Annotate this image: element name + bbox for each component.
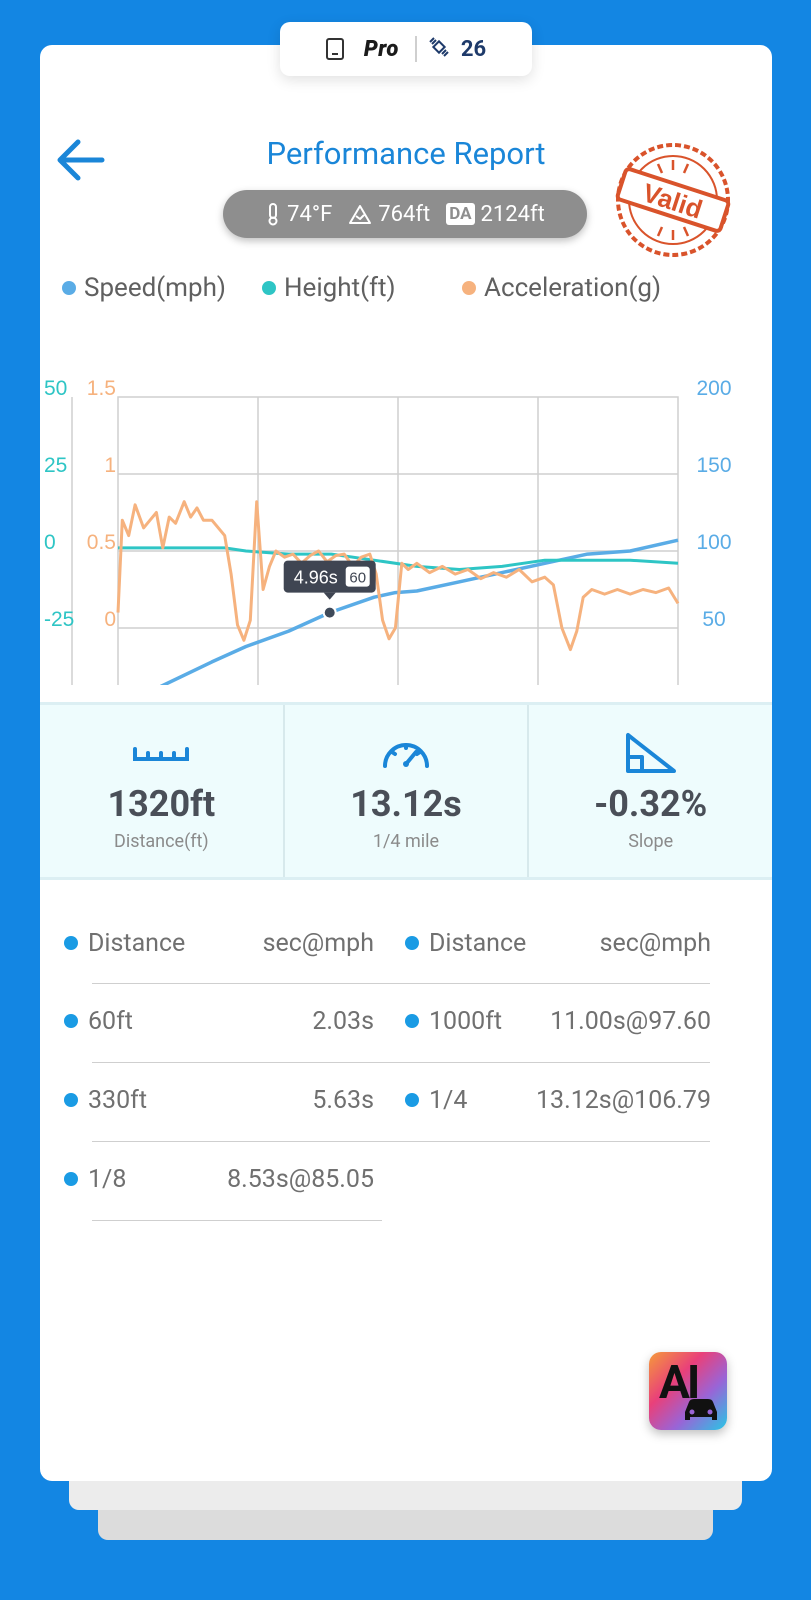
summary-stats: 1320ft Distance(ft) 13.12s 1/4 mile -0.3… (40, 702, 772, 880)
splits-header-right: Distance sec@mph (405, 923, 711, 963)
back-button[interactable] (54, 137, 106, 187)
performance-chart[interactable]: 50250-25-501.510.50-0.52001501005004.96s… (40, 325, 772, 685)
thermometer-icon (268, 203, 278, 226)
bullet (64, 1172, 78, 1186)
bullet (405, 1014, 419, 1028)
header-result: sec@mph (599, 928, 711, 958)
temperature-value: 74°F (287, 201, 333, 227)
temperature-item: 74°F (265, 202, 332, 227)
tick-label-speed: 50 (702, 608, 725, 631)
tooltip-time: 4.96s (294, 568, 338, 588)
quarter-mile-value: 13.12s (350, 783, 462, 825)
tick-label-speed: 100 (696, 531, 731, 554)
slope-value: -0.32% (594, 783, 708, 825)
bullet (405, 936, 419, 950)
stat-distance: 1320ft Distance(ft) (40, 705, 285, 877)
stat-slope: -0.32% Slope (529, 705, 772, 877)
tick-label-height: 0 (44, 531, 56, 554)
split-row-quarter: 1/4 13.12s@106.79 (405, 1080, 711, 1120)
split-distance: 1/4 (429, 1085, 468, 1115)
distance-label: Distance(ft) (114, 831, 209, 852)
split-distance: 1000ft (429, 1006, 503, 1036)
quarter-mile-label: 1/4 mile (372, 831, 440, 852)
legend-item-acceleration[interactable]: Acceleration(g) (462, 273, 661, 303)
car-icon (685, 1399, 717, 1420)
split-result: 13.12s@106.79 (536, 1085, 711, 1115)
legend-speed-dot (62, 281, 76, 295)
legend-acceleration-dot (462, 281, 476, 295)
valid-stamp: Valid (615, 143, 731, 257)
stat-quarter-mile: 13.12s 1/4 mile (285, 705, 530, 877)
ruler-icon (132, 725, 190, 781)
split-row-60ft: 60ft 2.03s (64, 1001, 374, 1041)
satellite-icon (427, 35, 451, 64)
da-label: DA (446, 203, 475, 225)
conditions-bar: 74°F 764ft DA 2124ft (223, 190, 587, 238)
altitude-value: 764ft (378, 201, 431, 227)
tick-label-acceleration: 1 (104, 454, 116, 477)
tooltip-point (322, 605, 337, 620)
split-result: 5.63s (312, 1085, 374, 1115)
split-distance: 1/8 (88, 1164, 127, 1194)
density-altitude-item: DA 2124ft (446, 202, 545, 227)
tick-label-acceleration: 1.5 (87, 377, 116, 400)
slope-icon (624, 725, 678, 781)
pro-badge: Pro (363, 36, 399, 62)
header-result: sec@mph (262, 928, 374, 958)
altitude-item: 764ft (348, 202, 430, 227)
bullet (64, 1014, 78, 1028)
legend-acceleration-label: Acceleration(g) (484, 273, 662, 303)
tick-label-acceleration: 0 (104, 608, 116, 631)
tick-label-acceleration: 0.5 (87, 531, 116, 554)
split-distance: 330ft (88, 1085, 148, 1115)
series-line-speed (159, 538, 679, 685)
density-altitude-value: 2124ft (480, 201, 545, 227)
split-row-330ft: 330ft 5.63s (64, 1080, 374, 1120)
page-title: Performance Report (266, 135, 546, 172)
device-status-pill[interactable]: Pro 26 (280, 22, 532, 76)
split-row-1000ft: 1000ft 11.00s@97.60 (405, 1001, 711, 1041)
legend-item-height[interactable]: Height(ft) (262, 273, 462, 303)
tick-label-height: 50 (44, 377, 67, 400)
report-card: Performance Report 74°F 764ft DA 2124ft … (40, 45, 772, 1481)
series-line-height (118, 546, 679, 571)
legend-height-label: Height(ft) (284, 273, 396, 303)
split-result: 8.53s@85.05 (227, 1164, 374, 1194)
slope-label: Slope (628, 831, 674, 852)
tooltip-speed-badge (345, 566, 370, 587)
legend-item-speed[interactable]: Speed(mph) (62, 273, 262, 303)
distance-value: 1320ft (107, 783, 216, 825)
header-distance: Distance (88, 928, 186, 958)
speedometer-icon (381, 725, 431, 781)
tooltip-pointer (323, 592, 336, 600)
pill-divider (414, 36, 417, 62)
bullet (64, 936, 78, 950)
split-row-eighth: 1/8 8.53s@85.05 (64, 1159, 374, 1199)
split-distance: 60ft (88, 1006, 133, 1036)
divider (92, 1220, 382, 1221)
satellite-count: 26 (460, 36, 487, 62)
tick-label-height: 25 (44, 454, 67, 477)
bullet (64, 1093, 78, 1107)
header-distance: Distance (429, 928, 527, 958)
legend-speed-label: Speed(mph) (84, 273, 226, 303)
ai-assistant-button[interactable]: AI (649, 1352, 727, 1430)
divider (92, 1141, 710, 1142)
split-result: 11.00s@97.60 (550, 1006, 711, 1036)
tick-label-height: -25 (44, 608, 74, 631)
splits-header-left: Distance sec@mph (64, 923, 374, 963)
device-icon (325, 38, 344, 60)
divider (92, 1062, 710, 1063)
tick-label-speed: 200 (696, 377, 731, 400)
legend-height-dot (262, 281, 276, 295)
arrow-left-icon (57, 139, 105, 181)
divider (92, 983, 710, 984)
tooltip-speed: 60 (349, 570, 366, 587)
mountain-icon (349, 205, 372, 224)
tick-label-speed: 150 (696, 454, 731, 477)
chart-legend: Speed(mph) Height(ft) Acceleration(g) (62, 273, 661, 303)
split-result: 2.03s (312, 1006, 374, 1036)
bullet (405, 1093, 419, 1107)
